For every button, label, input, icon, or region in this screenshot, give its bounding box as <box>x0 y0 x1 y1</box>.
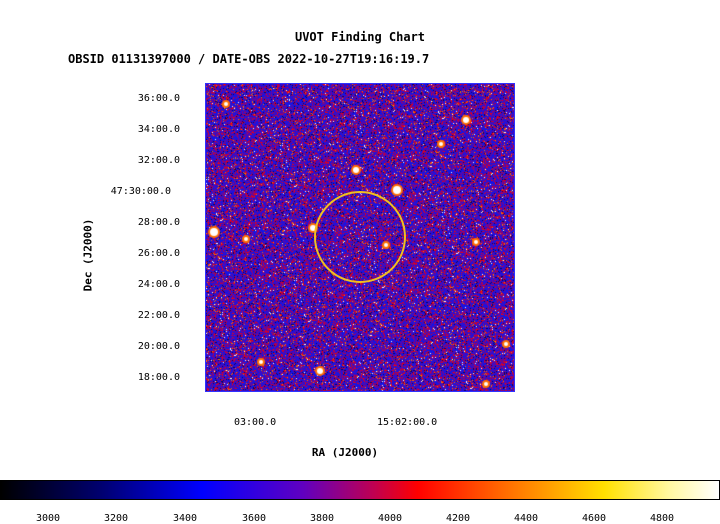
x-tick-label: 15:02:00.0 <box>377 417 438 428</box>
sky-image <box>205 83 515 392</box>
chart-title: UVOT Finding Chart <box>294 30 426 44</box>
colorbar-tick-label: 4800 <box>649 513 675 524</box>
colorbar-tick-label: 4600 <box>581 513 607 524</box>
y-axis-label: Dec (J2000) <box>81 218 95 292</box>
x-tick-label: 03:00.0 <box>234 417 277 428</box>
y-tick-label: 18:00.0 <box>137 372 180 383</box>
colorbar-tick-label: 3200 <box>103 513 129 524</box>
y-tick-label: 20:00.0 <box>137 341 180 352</box>
y-tick-label: 34:00.0 <box>137 124 180 135</box>
colorbar-tick-label: 3000 <box>35 513 61 524</box>
y-tick-label: 24:00.0 <box>137 279 180 290</box>
y-tick-label: 26:00.0 <box>137 248 180 259</box>
colorbar-tick-label: 3400 <box>172 513 198 524</box>
y-tick-label: 22:00.0 <box>137 310 180 321</box>
colorbar-tick-label: 4000 <box>377 513 403 524</box>
x-axis-label: RA (J2000) <box>311 446 379 459</box>
colorbar-tick-label: 3600 <box>241 513 267 524</box>
y-tick-label: 36:00.0 <box>137 93 180 104</box>
chart-subtitle: OBSID 01131397000 / DATE-OBS 2022-10-27T… <box>68 52 430 66</box>
colorbar-tick-label: 3800 <box>309 513 335 524</box>
colorbar-tick-label: 4400 <box>513 513 539 524</box>
colorbar <box>0 480 720 500</box>
colorbar-tick-label: 4200 <box>445 513 471 524</box>
y-tick-label: 32:00.0 <box>137 155 180 166</box>
source-region-circle <box>314 191 406 283</box>
y-tick-label: 47:30:00.0 <box>110 186 171 197</box>
y-tick-label: 28:00.0 <box>137 217 180 228</box>
